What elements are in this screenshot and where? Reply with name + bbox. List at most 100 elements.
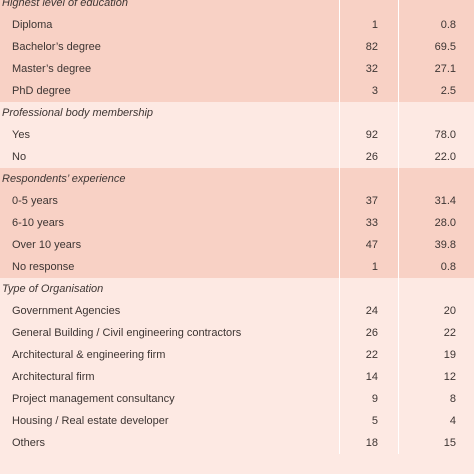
- column-divider: [398, 58, 399, 80]
- column-divider: [398, 278, 399, 300]
- data-table: Highest level of education Diploma 1 0.8 Bac…: [0, 0, 474, 454]
- column-divider: [398, 410, 399, 432]
- table-row: Housing / Real estate developer 5 4: [0, 410, 474, 432]
- table-row: General Building / Civil engineering con…: [0, 322, 474, 344]
- column-divider: [398, 432, 399, 454]
- percent-cell: 15: [443, 437, 456, 449]
- percent-cell: 39.8: [434, 239, 456, 251]
- section-title: Professional body membership: [2, 107, 154, 119]
- table-row: Diploma 1 0.8: [0, 14, 474, 36]
- section-header-row: Type of Organisation: [0, 278, 474, 300]
- column-divider: [339, 410, 340, 432]
- table-row: 0-5 years 37 31.4: [0, 190, 474, 212]
- row-label: Master’s degree: [12, 63, 92, 75]
- column-divider: [398, 102, 399, 124]
- row-label: Others: [12, 437, 46, 449]
- column-divider: [398, 256, 399, 278]
- row-label: Architectural firm: [12, 371, 95, 383]
- column-divider: [339, 256, 340, 278]
- table-row: Project management consultancy 9 8: [0, 388, 474, 410]
- table-row: Master’s degree 32 27.1: [0, 58, 474, 80]
- count-cell: 1: [371, 261, 378, 273]
- count-cell: 26: [365, 151, 378, 163]
- table-row: Over 10 years 47 39.8: [0, 234, 474, 256]
- column-divider: [398, 366, 399, 388]
- count-cell: 32: [365, 63, 378, 75]
- column-divider: [339, 190, 340, 212]
- count-cell: 14: [365, 371, 378, 383]
- column-divider: [339, 344, 340, 366]
- percent-cell: 8: [449, 393, 456, 405]
- row-label: Project management consultancy: [12, 393, 175, 405]
- count-cell: 1: [371, 19, 378, 31]
- table-row: Yes 92 78.0: [0, 124, 474, 146]
- table-row: No response 1 0.8: [0, 256, 474, 278]
- count-cell: 37: [365, 195, 378, 207]
- column-divider: [339, 388, 340, 410]
- percent-cell: 0.8: [440, 261, 456, 273]
- column-divider: [398, 36, 399, 58]
- row-label: General Building / Civil engineering con…: [12, 327, 242, 339]
- percent-cell: 22.0: [434, 151, 456, 163]
- percent-cell: 69.5: [434, 41, 456, 53]
- column-divider: [339, 36, 340, 58]
- section-title: Highest level of education: [2, 0, 128, 9]
- count-cell: 5: [371, 415, 378, 427]
- percent-cell: 27.1: [434, 63, 456, 75]
- percent-cell: 28.0: [434, 217, 456, 229]
- percent-cell: 20: [443, 305, 456, 317]
- column-divider: [339, 432, 340, 454]
- count-cell: 24: [365, 305, 378, 317]
- table-row: Architectural firm 14 12: [0, 366, 474, 388]
- column-divider: [339, 0, 340, 14]
- section-header-row: Respondents’ experience: [0, 168, 474, 190]
- percent-cell: 12: [443, 371, 456, 383]
- column-divider: [398, 80, 399, 102]
- row-label: Government Agencies: [12, 305, 121, 317]
- count-cell: 92: [365, 129, 378, 141]
- section-title: Type of Organisation: [2, 283, 104, 295]
- column-divider: [339, 366, 340, 388]
- row-label: PhD degree: [12, 85, 71, 97]
- column-divider: [398, 124, 399, 146]
- count-cell: 47: [365, 239, 378, 251]
- column-divider: [398, 0, 399, 14]
- column-divider: [339, 212, 340, 234]
- column-divider: [339, 168, 340, 190]
- section-header-row: Highest level of education: [0, 0, 474, 14]
- section-title: Respondents’ experience: [2, 173, 126, 185]
- column-divider: [339, 102, 340, 124]
- count-cell: 22: [365, 349, 378, 361]
- column-divider: [339, 58, 340, 80]
- column-divider: [339, 80, 340, 102]
- count-cell: 82: [365, 41, 378, 53]
- column-divider: [398, 388, 399, 410]
- percent-cell: 31.4: [434, 195, 456, 207]
- column-divider: [398, 300, 399, 322]
- row-label: No response: [12, 261, 75, 273]
- table-row: Bachelor’s degree 82 69.5: [0, 36, 474, 58]
- column-divider: [398, 234, 399, 256]
- table-row: Architectural & engineering firm 22 19: [0, 344, 474, 366]
- column-divider: [339, 322, 340, 344]
- table-row: PhD degree 3 2.5: [0, 80, 474, 102]
- row-label: Yes: [12, 129, 30, 141]
- row-label: No: [12, 151, 27, 163]
- row-label: 0-5 years: [12, 195, 58, 207]
- row-label: Over 10 years: [12, 239, 82, 251]
- column-divider: [398, 146, 399, 168]
- section-header-row: Professional body membership: [0, 102, 474, 124]
- row-label: Housing / Real estate developer: [12, 415, 169, 427]
- count-cell: 9: [371, 393, 378, 405]
- percent-cell: 4: [449, 415, 456, 427]
- count-cell: 26: [365, 327, 378, 339]
- column-divider: [398, 168, 399, 190]
- percent-cell: 78.0: [434, 129, 456, 141]
- table-row: Others 18 15: [0, 432, 474, 454]
- table-row: No 26 22.0: [0, 146, 474, 168]
- row-label: Diploma: [12, 19, 53, 31]
- table-row: 6-10 years 33 28.0: [0, 212, 474, 234]
- row-label: 6-10 years: [12, 217, 64, 229]
- column-divider: [398, 344, 399, 366]
- column-divider: [339, 300, 340, 322]
